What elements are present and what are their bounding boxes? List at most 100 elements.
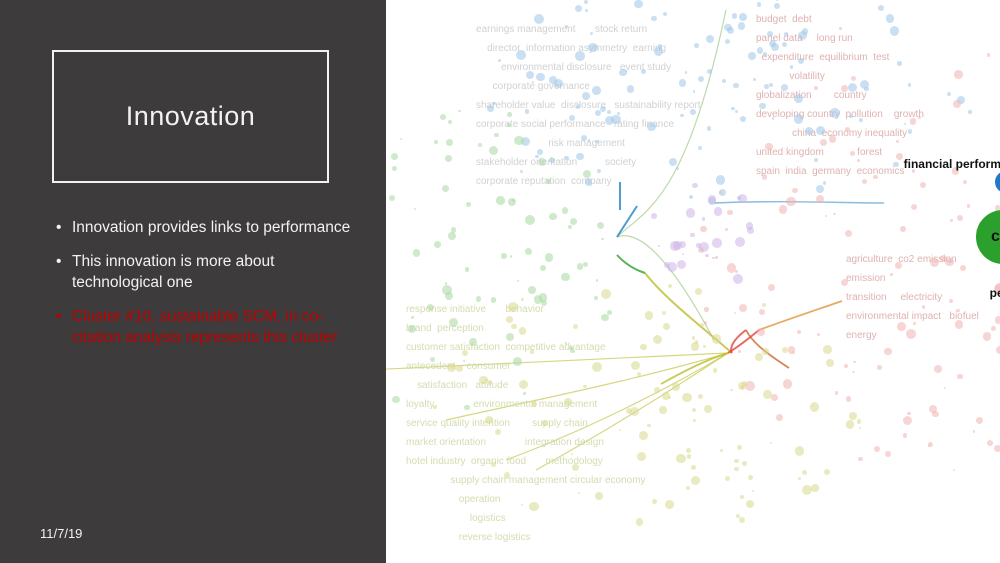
scatter-point bbox=[693, 419, 696, 422]
scatter-point bbox=[712, 238, 722, 248]
scatter-point bbox=[576, 104, 580, 108]
scatter-point bbox=[535, 155, 538, 158]
scatter-point bbox=[715, 256, 718, 259]
scatter-point bbox=[516, 50, 526, 60]
scatter-point bbox=[585, 178, 593, 186]
scatter-point bbox=[824, 469, 830, 475]
network-diagram: earnings management stock return directo… bbox=[386, 0, 1000, 563]
scatter-point bbox=[659, 406, 666, 413]
scatter-point bbox=[494, 133, 498, 137]
scatter-point bbox=[572, 464, 579, 471]
scatter-point bbox=[913, 322, 916, 325]
faint-labels-mid-right: agriculture co2 emission emission transi… bbox=[846, 250, 1000, 400]
scatter-point bbox=[456, 365, 463, 372]
scatter-point bbox=[885, 451, 891, 457]
scatter-point bbox=[735, 110, 738, 113]
scatter-point bbox=[996, 346, 1000, 354]
scatter-point bbox=[672, 383, 680, 391]
scatter-point bbox=[492, 102, 495, 105]
scatter-point bbox=[976, 417, 983, 424]
scatter-point bbox=[669, 158, 677, 166]
scatter-point bbox=[910, 118, 916, 124]
scatter-point bbox=[487, 105, 493, 111]
scatter-point bbox=[662, 392, 670, 400]
bullet-item-0: Innovation provides links to performance bbox=[58, 218, 358, 238]
scatter-point bbox=[790, 65, 793, 68]
scatter-point bbox=[904, 123, 906, 125]
scatter-point bbox=[663, 323, 670, 330]
scatter-point bbox=[597, 222, 604, 229]
scatter-point bbox=[575, 51, 585, 61]
scatter-point bbox=[903, 416, 912, 425]
bullet-item-2: Cluster #10, sustainable SCM, in co-cita… bbox=[58, 307, 358, 348]
scatter-point bbox=[884, 348, 892, 356]
scatter-point bbox=[597, 169, 601, 173]
scatter-point bbox=[826, 359, 834, 367]
scatter-point bbox=[956, 309, 959, 312]
scatter-point bbox=[596, 279, 599, 282]
scatter-point bbox=[433, 405, 436, 408]
scatter-point bbox=[776, 414, 783, 421]
scatter-point bbox=[507, 112, 512, 117]
scatter-point bbox=[955, 320, 964, 329]
scatter-point bbox=[739, 304, 747, 312]
scatter-point bbox=[735, 237, 745, 247]
scatter-point bbox=[730, 389, 733, 392]
scatter-point bbox=[491, 462, 496, 467]
scatter-point bbox=[903, 433, 907, 437]
scatter-point bbox=[665, 500, 674, 509]
scatter-point bbox=[752, 490, 754, 492]
scatter-point bbox=[896, 140, 899, 143]
scatter-point bbox=[762, 303, 766, 307]
scatter-point bbox=[592, 86, 600, 94]
scatter-point bbox=[510, 255, 512, 257]
scatter-point bbox=[506, 316, 513, 323]
scatter-point bbox=[907, 412, 910, 415]
scatter-point bbox=[690, 233, 694, 237]
scatter-point bbox=[408, 325, 416, 333]
scatter-point bbox=[680, 114, 684, 118]
scatter-point bbox=[640, 344, 646, 350]
scatter-point bbox=[631, 361, 640, 370]
scatter-point bbox=[783, 379, 793, 389]
scatter-point bbox=[447, 363, 456, 372]
scatter-point bbox=[519, 327, 526, 334]
scatter-point bbox=[849, 115, 852, 118]
scatter-point bbox=[667, 262, 677, 272]
scatter-point bbox=[952, 167, 959, 174]
scatter-point bbox=[627, 85, 634, 92]
scatter-point bbox=[549, 76, 557, 84]
scatter-point bbox=[845, 127, 850, 132]
scatter-point bbox=[508, 198, 516, 206]
scatter-point bbox=[748, 475, 753, 480]
scatter-point bbox=[594, 296, 598, 300]
scatter-point bbox=[940, 255, 947, 262]
scatter-point bbox=[706, 35, 714, 43]
scatter-point bbox=[784, 32, 788, 36]
scatter-point bbox=[651, 16, 657, 22]
scatter-point bbox=[698, 394, 703, 399]
scatter-point bbox=[781, 84, 788, 91]
scatter-point bbox=[738, 350, 740, 352]
scatter-point bbox=[647, 424, 650, 427]
scatter-point bbox=[995, 316, 1000, 323]
scatter-point bbox=[465, 267, 470, 272]
scatter-point bbox=[849, 412, 857, 420]
scatter-point bbox=[823, 345, 832, 354]
scatter-point bbox=[983, 332, 991, 340]
scatter-point bbox=[550, 157, 553, 160]
scatter-point bbox=[830, 108, 839, 117]
scatter-point bbox=[735, 270, 737, 272]
bullet-item-1: This innovation is more about technologi… bbox=[58, 252, 358, 293]
scatter-point bbox=[430, 357, 435, 362]
scatter-point bbox=[694, 43, 699, 48]
scatter-point bbox=[757, 2, 762, 7]
scatter-point bbox=[908, 129, 912, 133]
scatter-point bbox=[691, 465, 696, 470]
scatter-point bbox=[445, 292, 453, 300]
scatter-point bbox=[682, 393, 692, 403]
scatter-point bbox=[525, 109, 529, 113]
scatter-point bbox=[895, 262, 902, 269]
scatter-point bbox=[810, 402, 819, 411]
scatter-point bbox=[873, 175, 878, 180]
